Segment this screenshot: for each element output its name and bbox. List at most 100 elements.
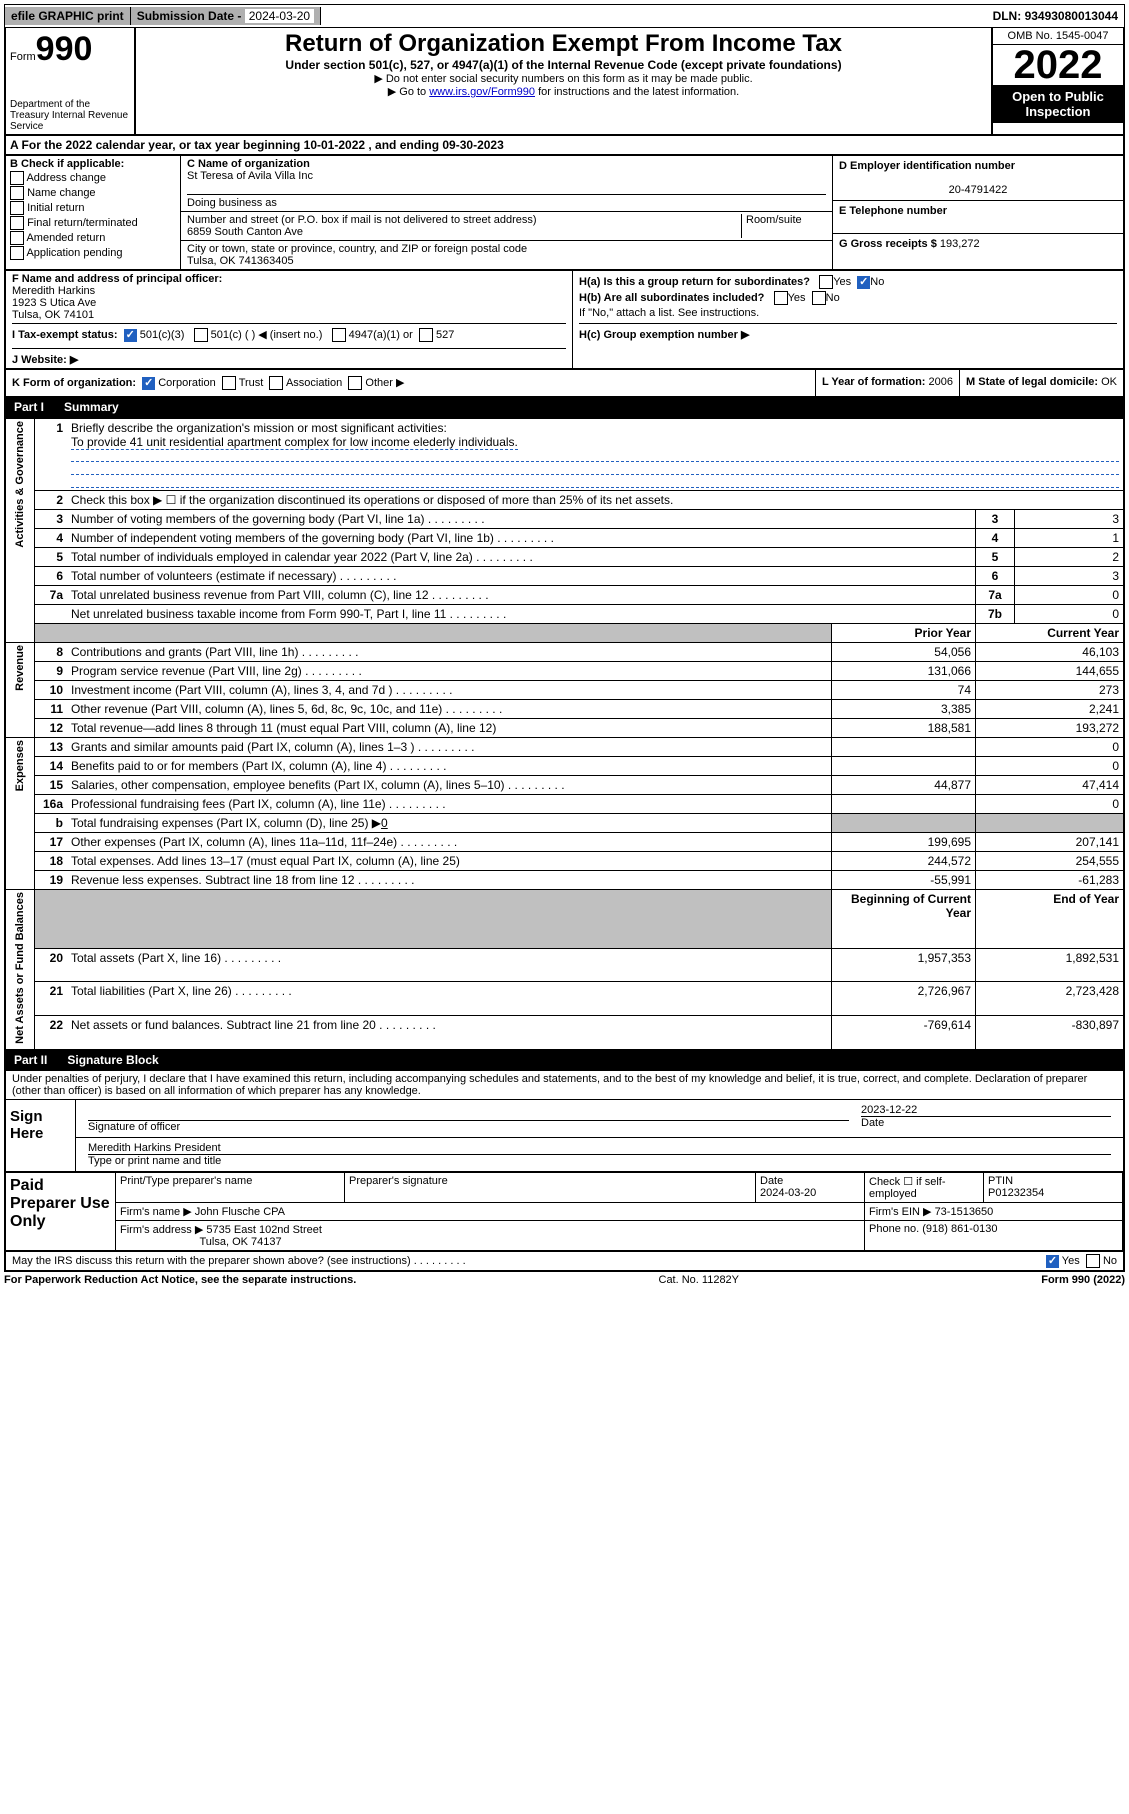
- ein: 20-4791422: [839, 184, 1117, 196]
- section-fhij: F Name and address of principal officer:…: [4, 271, 1125, 370]
- line-19: Revenue less expenses. Subtract line 18 …: [67, 871, 832, 890]
- line-3: Number of voting members of the governin…: [67, 510, 976, 529]
- dept-treasury: Department of the Treasury Internal Reve…: [10, 99, 130, 132]
- preparer-table: Print/Type preparer's name Preparer's si…: [116, 1173, 1123, 1250]
- line-20: Total assets (Part X, line 16): [67, 948, 832, 982]
- mission-text: To provide 41 unit residential apartment…: [71, 435, 518, 450]
- top-bar: efile GRAPHIC print Submission Date - 20…: [4, 4, 1125, 28]
- line-9: Program service revenue (Part VIII, line…: [67, 662, 832, 681]
- may-irs-yes[interactable]: ✓: [1046, 1255, 1059, 1268]
- form-title: Return of Organization Exempt From Incom…: [140, 30, 987, 58]
- section-d: D Employer identification number 20-4791…: [833, 156, 1123, 201]
- city-state-zip: Tulsa, OK 741363405: [187, 255, 294, 267]
- part-1-header: Part I Summary: [4, 398, 1125, 418]
- check-name[interactable]: Name change: [10, 186, 176, 200]
- info-grid: B Check if applicable: Address change Na…: [4, 156, 1125, 271]
- subtitle-1: Under section 501(c), 527, or 4947(a)(1)…: [140, 58, 987, 72]
- sign-here-grid: Sign Here Signature of officer 2023-12-2…: [6, 1099, 1123, 1171]
- section-h: H(a) Is this a group return for subordin…: [573, 271, 1123, 368]
- check-pending[interactable]: Application pending: [10, 246, 176, 260]
- check-trust[interactable]: [222, 376, 236, 390]
- hb-no[interactable]: [812, 291, 826, 305]
- line-15: Salaries, other compensation, employee b…: [67, 776, 832, 795]
- row-a: A For the 2022 calendar year, or tax yea…: [4, 136, 1125, 156]
- check-initial[interactable]: Initial return: [10, 201, 176, 215]
- line-1: Briefly describe the organization's miss…: [67, 419, 1124, 491]
- check-amended[interactable]: Amended return: [10, 231, 176, 245]
- line-8: Contributions and grants (Part VIII, lin…: [67, 643, 832, 662]
- section-e: E Telephone number: [833, 201, 1123, 234]
- officer-name-title: Meredith Harkins President: [88, 1142, 221, 1154]
- line-13: Grants and similar amounts paid (Part IX…: [67, 738, 832, 757]
- line-17: Other expenses (Part IX, column (A), lin…: [67, 833, 832, 852]
- officer-name: Meredith Harkins: [12, 285, 95, 297]
- check-501c3[interactable]: ✓: [124, 329, 137, 342]
- summary-table: Activities & Governance 1 Briefly descri…: [4, 418, 1125, 1051]
- section-c: C Name of organization St Teresa of Avil…: [181, 156, 833, 269]
- may-irs-row: May the IRS discuss this return with the…: [4, 1252, 1125, 1272]
- may-irs-no[interactable]: [1086, 1254, 1100, 1268]
- check-final[interactable]: Final return/terminated: [10, 216, 176, 230]
- check-4947[interactable]: [332, 328, 346, 342]
- paid-preparer-grid: Paid Preparer Use Only Print/Type prepar…: [6, 1171, 1123, 1250]
- check-other[interactable]: [348, 376, 362, 390]
- subtitle-2a: ▶ Do not enter social security numbers o…: [140, 72, 987, 85]
- check-corp[interactable]: ✓: [142, 377, 155, 390]
- line-14: Benefits paid to or for members (Part IX…: [67, 757, 832, 776]
- line-10: Investment income (Part VIII, column (A)…: [67, 681, 832, 700]
- line-11: Other revenue (Part VIII, column (A), li…: [67, 700, 832, 719]
- part-2-header: Part II Signature Block: [4, 1051, 1125, 1071]
- section-m: M State of legal domicile: OK: [960, 370, 1123, 396]
- paid-preparer-label: Paid Preparer Use Only: [6, 1173, 116, 1250]
- page-footer: For Paperwork Reduction Act Notice, see …: [4, 1272, 1125, 1288]
- subtitle-2b: ▶ Go to www.irs.gov/Form990 for instruct…: [140, 85, 987, 98]
- line-7b: Net unrelated business taxable income fr…: [67, 605, 976, 624]
- hdr-prior: Prior Year: [832, 624, 976, 643]
- form-header: Form990 Department of the Treasury Inter…: [4, 28, 1125, 136]
- sidetab-expenses: Expenses: [5, 738, 35, 890]
- hb-yes[interactable]: [774, 291, 788, 305]
- firm-name: John Flusche CPA: [195, 1206, 285, 1218]
- check-address[interactable]: Address change: [10, 171, 176, 185]
- line-5: Total number of individuals employed in …: [67, 548, 976, 567]
- city-block: City or town, state or province, country…: [181, 241, 832, 269]
- line-7a: Total unrelated business revenue from Pa…: [67, 586, 976, 605]
- check-501c[interactable]: [194, 328, 208, 342]
- line-22: Net assets or fund balances. Subtract li…: [67, 1015, 832, 1050]
- submission-label: Submission Date - 2024-03-20: [131, 7, 321, 25]
- tax-year: 2022: [993, 45, 1123, 85]
- address-block: Number and street (or P.O. box if mail i…: [181, 212, 832, 241]
- submission-date: 2024-03-20: [245, 9, 314, 23]
- line-16a: Professional fundraising fees (Part IX, …: [67, 795, 832, 814]
- hdr-begin: Beginning of Current Year: [832, 890, 976, 948]
- ha-yes[interactable]: [819, 275, 833, 289]
- ha-no[interactable]: ✓: [857, 276, 870, 289]
- line-6: Total number of volunteers (estimate if …: [67, 567, 976, 586]
- efile-label: efile GRAPHIC print: [5, 7, 131, 25]
- hdr-current: Current Year: [976, 624, 1125, 643]
- irs-link[interactable]: www.irs.gov/Form990: [429, 86, 535, 98]
- hdr-end: End of Year: [976, 890, 1125, 948]
- section-g: G Gross receipts $ 193,272: [833, 234, 1123, 254]
- line-18: Total expenses. Add lines 13–17 (must eq…: [67, 852, 832, 871]
- form-number: Form990: [10, 30, 130, 69]
- check-assoc[interactable]: [269, 376, 283, 390]
- header-right: OMB No. 1545-0047 2022 Open to Public In…: [991, 28, 1123, 134]
- check-527[interactable]: [419, 328, 433, 342]
- org-name-block: C Name of organization St Teresa of Avil…: [181, 156, 832, 212]
- line-21: Total liabilities (Part X, line 26): [67, 982, 832, 1016]
- section-b: B Check if applicable: Address change Na…: [6, 156, 181, 269]
- line-16b: Total fundraising expenses (Part IX, col…: [67, 814, 832, 833]
- section-l: L Year of formation: 2006: [815, 370, 960, 396]
- line-12: Total revenue—add lines 8 through 11 (mu…: [67, 719, 832, 738]
- sign-here-label: Sign Here: [6, 1100, 76, 1171]
- line-4: Number of independent voting members of …: [67, 529, 976, 548]
- left-fij: F Name and address of principal officer:…: [6, 271, 573, 368]
- section-deg: D Employer identification number 20-4791…: [833, 156, 1123, 269]
- header-left: Form990 Department of the Treasury Inter…: [6, 28, 136, 134]
- sidetab-revenue: Revenue: [5, 643, 35, 738]
- section-k: K Form of organization: ✓ Corporation Tr…: [6, 370, 815, 396]
- dln: DLN: 93493080013044: [987, 7, 1124, 25]
- org-name: St Teresa of Avila Villa Inc: [187, 170, 313, 182]
- sidetab-activities: Activities & Governance: [5, 419, 35, 643]
